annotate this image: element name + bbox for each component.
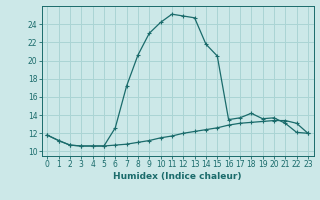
X-axis label: Humidex (Indice chaleur): Humidex (Indice chaleur) <box>113 172 242 181</box>
